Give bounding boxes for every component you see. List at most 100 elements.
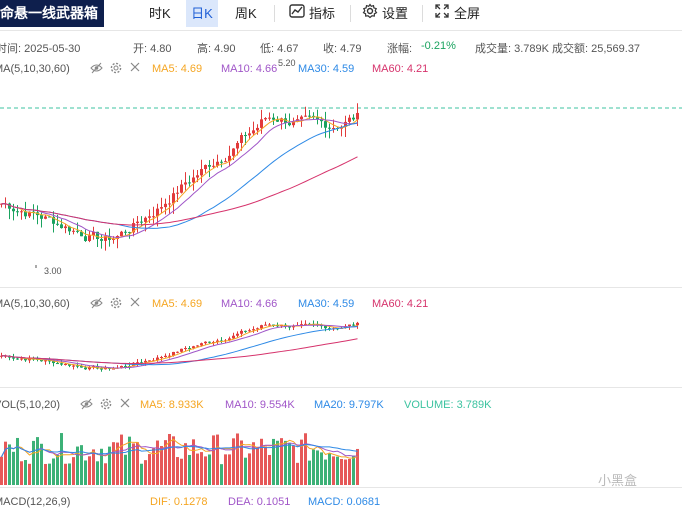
main-candle-body <box>208 164 211 167</box>
mid-candle-body <box>0 355 3 357</box>
toolbar: 命悬一线武器箱 时K 日K 周K 指标 设置 全屏 <box>0 0 682 27</box>
settings-button[interactable]: 设置 <box>362 0 408 27</box>
mid-candle-body <box>184 348 187 350</box>
info-volume: 成交量: 3.789K <box>475 43 549 55</box>
mid-candle-body <box>120 365 123 368</box>
indicator-button[interactable]: 指标 <box>289 0 335 27</box>
main-ma10: MA10: 4.66 <box>221 63 278 75</box>
main-candle-body <box>144 217 147 222</box>
volume-bar <box>272 438 275 485</box>
main-candle-body <box>216 161 219 166</box>
macd-dea: DEA: 0.1051 <box>228 496 291 508</box>
panel-divider <box>0 287 682 288</box>
tab-weekly-k[interactable]: 周K <box>235 6 257 21</box>
main-candle-body <box>288 123 291 126</box>
main-candle-body <box>28 211 31 217</box>
volume-bar <box>152 448 155 485</box>
macd-indicator-label: MACD(12,26,9) <box>0 496 71 508</box>
volume-bar <box>40 443 43 485</box>
main-candle-body <box>352 117 355 120</box>
main-candle-body <box>0 203 3 205</box>
volume-bar <box>204 456 207 485</box>
main-candle-body <box>248 133 251 136</box>
tab-daily-k[interactable]: 日K <box>186 0 218 27</box>
volume-bar <box>108 446 111 485</box>
fullscreen-button[interactable]: 全屏 <box>434 0 480 27</box>
info-change-value: -0.21% <box>421 40 456 52</box>
main-candle-body <box>204 164 207 170</box>
mid-candle-body <box>156 357 159 361</box>
volume-bar <box>312 449 315 485</box>
close-icon[interactable] <box>130 297 140 311</box>
main-ma-legend: MA(5,10,30,60) MA5: 4.69 MA10: 4.66 MA30… <box>0 62 682 76</box>
eye-icon[interactable] <box>90 62 103 78</box>
gear-icon[interactable] <box>100 398 112 414</box>
mid-candle-body <box>60 363 63 365</box>
main-candle-body <box>272 117 275 120</box>
volume-bar <box>304 433 307 485</box>
main-candle-body <box>232 148 235 156</box>
mid-candle-body <box>28 358 31 361</box>
info-open: 开: 4.80 <box>133 43 172 55</box>
volume-bar <box>288 442 291 485</box>
close-icon[interactable] <box>120 398 130 412</box>
mid-candle-body <box>112 368 115 370</box>
volume-bar <box>4 441 7 485</box>
volume-bar <box>292 445 295 485</box>
tab-hourly-k[interactable]: 时K <box>149 6 171 21</box>
volume-bar <box>16 437 19 485</box>
mid-candle-body <box>24 358 27 361</box>
volume-bar <box>232 438 235 485</box>
eye-icon[interactable] <box>90 297 103 313</box>
volume-bar <box>196 453 199 485</box>
volume-bar <box>48 463 51 485</box>
main-candle-body <box>44 216 47 219</box>
volume-bar <box>276 440 279 485</box>
mid-candle-body <box>164 355 167 357</box>
main-candle-body <box>300 116 303 120</box>
volume-bar <box>216 434 219 485</box>
volume-bar <box>344 459 347 485</box>
mid-candle-body <box>208 341 211 343</box>
volume-bar <box>284 440 287 485</box>
mid-candle-body <box>288 326 291 328</box>
close-icon[interactable] <box>130 62 140 76</box>
main-candle-body <box>76 230 79 232</box>
main-candle-body <box>156 208 159 217</box>
watermark: 小黑盒 <box>598 473 638 488</box>
settings-label: 设置 <box>382 6 409 21</box>
main-candle-body <box>280 118 283 122</box>
volume-bar <box>168 433 171 485</box>
main-candle-body <box>112 239 115 241</box>
volume-bar <box>92 449 95 485</box>
volume-bar <box>28 463 31 485</box>
gear-icon[interactable] <box>110 297 122 313</box>
main-candle-body <box>224 161 227 163</box>
main-candle-body <box>68 226 71 232</box>
main-candle-body <box>292 121 295 126</box>
main-candle-body <box>268 117 271 119</box>
main-candle-body <box>48 216 51 218</box>
gear-icon[interactable] <box>110 62 122 78</box>
vol-ma5: MA5: 8.933K <box>140 399 204 411</box>
mid-candle-body <box>304 323 307 325</box>
info-close: 收: 4.79 <box>323 43 362 55</box>
main-ma60-line <box>1 156 358 226</box>
toolbar-divider <box>422 5 423 22</box>
mid-ma60: MA60: 4.21 <box>372 298 429 310</box>
main-candle-body <box>320 119 323 122</box>
mid-candle-body <box>168 355 171 357</box>
main-candle-body <box>136 221 139 224</box>
volume-bar <box>52 458 55 485</box>
eye-icon[interactable] <box>80 398 93 414</box>
volume-bar <box>124 454 127 485</box>
macd-dif: DIF: 0.1278 <box>150 496 208 508</box>
volume-bar <box>356 448 359 485</box>
macd-value: MACD: 0.0681 <box>308 496 381 508</box>
main-candle-body <box>252 130 255 134</box>
mid-candle-body <box>300 324 303 326</box>
main-candle-body <box>324 121 327 128</box>
mid-candle-body <box>180 348 183 352</box>
main-ma60: MA60: 4.21 <box>372 63 429 75</box>
